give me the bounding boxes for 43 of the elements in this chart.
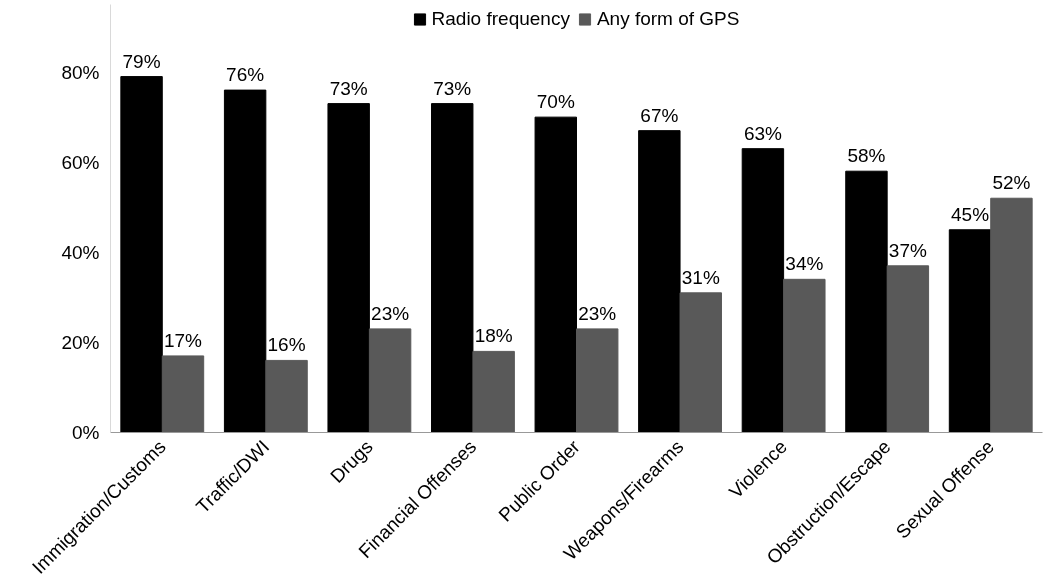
data-label: 67%: [640, 104, 679, 126]
data-label: 23%: [578, 302, 617, 324]
bar: [948, 229, 992, 433]
data-label: 31%: [681, 266, 720, 288]
bar: [161, 355, 205, 433]
data-label: 70%: [536, 91, 575, 113]
bar: [638, 130, 681, 433]
y-tick-label: 40%: [61, 241, 100, 263]
data-label: 45%: [951, 203, 990, 225]
bar: [576, 328, 619, 433]
data-label: 37%: [888, 239, 927, 261]
bar: [845, 170, 888, 433]
bar: [886, 265, 930, 433]
bar: [679, 292, 722, 433]
bar: [741, 148, 785, 433]
data-label: 76%: [226, 64, 265, 86]
data-label: 73%: [329, 77, 368, 99]
data-label: 23%: [371, 302, 410, 324]
legend-label: Any form of GPS: [596, 8, 740, 30]
data-label: 18%: [474, 325, 513, 347]
data-label: 52%: [992, 172, 1031, 194]
data-label: 34%: [785, 253, 824, 275]
bar: [368, 328, 412, 433]
y-tick-label: 80%: [61, 61, 100, 83]
y-tick-label: 20%: [61, 331, 100, 353]
bar: [120, 76, 163, 433]
y-tick-label: 0%: [72, 422, 100, 443]
bar: [990, 197, 1033, 433]
bar: [223, 89, 267, 433]
legend-label: Radio frequency: [431, 8, 570, 30]
data-label: 73%: [433, 77, 472, 99]
data-label: 58%: [847, 145, 886, 167]
bar: [472, 350, 515, 433]
bar: [783, 278, 826, 433]
data-label: 79%: [122, 50, 161, 72]
data-label: 16%: [267, 334, 306, 356]
y-tick-label: 60%: [61, 151, 100, 173]
data-label: 17%: [163, 329, 203, 351]
bar: [431, 103, 474, 433]
bar: [327, 103, 370, 433]
bar: [265, 359, 308, 433]
bar: [534, 116, 577, 433]
data-label: 63%: [743, 122, 783, 144]
